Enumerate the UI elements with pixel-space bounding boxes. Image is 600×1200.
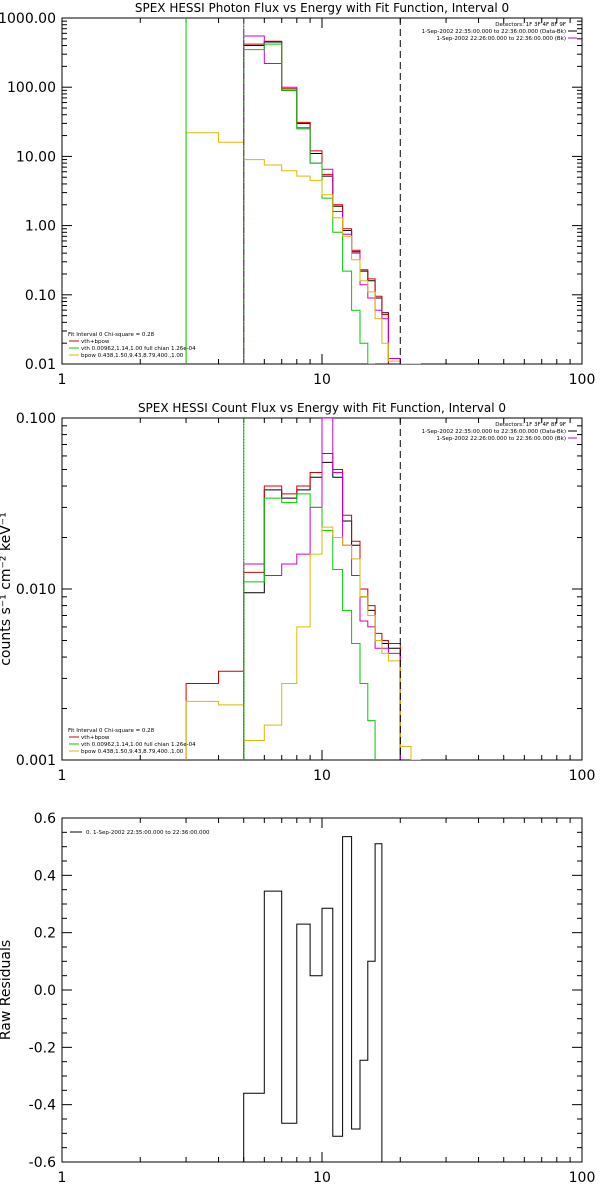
x-tick-label: 1 (58, 372, 67, 388)
x-tick-label: 100 (569, 768, 596, 784)
legend-entry: 1-Sep-2002 22:26:00.000 to 22:36:00.000 … (437, 436, 567, 442)
legend-entry: vth 0.00962,1.14,1.00 full chian 1.26e-0… (81, 346, 196, 352)
legend-entry: bpow 0.438,1.50,9.43,8.79,400.,1.00 (81, 749, 184, 755)
legend-entry: vth 0.00962,1.14,1.00 full chian 1.26e-0… (81, 742, 196, 748)
y-tick-label: 0.4 (34, 868, 56, 884)
count-flux-panel: SPEX HESSI Count Flux vs Energy with Fit… (0, 401, 595, 784)
legend-entry: Fit Interval 0 Chi-square = 0.28 (68, 728, 155, 734)
legend-entry: bpow 0.438,1.50,9.43,8.79,400.,1.00 (81, 353, 184, 359)
residuals-panel: 1 10 100 0.6 0.4 0.2 0.0 -0.2 -0.4 -0.6 Raw Residu… (0, 811, 595, 1186)
y-tick-label: 0.6 (34, 811, 56, 827)
y-tick-label: 1.00 (25, 219, 56, 235)
chart-title: SPEX HESSI Count Flux vs Energy with Fit… (138, 401, 506, 415)
y-tick-label: 0.0 (34, 983, 56, 999)
y-tick-label: -0.4 (29, 1098, 56, 1114)
series-bpow (185, 526, 421, 760)
y-tick-label: -0.6 (29, 1155, 56, 1171)
y-tick-label: 0.01 (25, 357, 56, 373)
series-total (243, 836, 389, 1162)
series-sum (185, 453, 412, 760)
x-tick-label: 10 (313, 1170, 331, 1186)
y-tick-label: 0.2 (34, 926, 56, 942)
series-sum (243, 40, 389, 364)
y-tick-label: 10.00 (16, 149, 56, 165)
y-axis-label: Raw Residuals (0, 940, 14, 1040)
series-vth (243, 493, 376, 760)
y-tick-label: 0.001 (16, 753, 56, 769)
x-tick-label: 100 (569, 1170, 596, 1186)
legend-entry: 1-Sep-2002 22:35:00.000 to 22:36:00.000 … (422, 429, 566, 435)
y-tick-label: 0.10 (25, 288, 56, 304)
x-tick-label: 10 (313, 768, 331, 784)
x-tick-label: 1 (58, 768, 67, 784)
x-tick-label: 1 (58, 1170, 67, 1186)
legend-entry: Fit Interval 0 Chi-square = 0.28 (68, 332, 155, 338)
chart-title: SPEX HESSI Photon Flux vs Energy with Fi… (135, 1, 509, 15)
legend-entry: 0. 1-Sep-2002 22:35:00.000 to 22:36:00.0… (86, 830, 210, 836)
series-bk (243, 35, 401, 364)
y-tick-label: 0.010 (16, 582, 56, 598)
legend-entry: 1-Sep-2002 22:35:00.000 to 22:36:00.000 … (422, 29, 566, 35)
plot-frame (61, 817, 583, 1163)
photon-flux-panel: SPEX HESSI Photon Flux vs Energy with Fi… (0, 1, 595, 388)
series-bpow (185, 132, 421, 364)
series-bk (243, 418, 401, 760)
x-tick-label: 100 (569, 372, 596, 388)
legend-entry: Detectors: 1F 3F 4F 8F 9F (495, 22, 566, 28)
y-tick-label: 0.100 (16, 411, 56, 427)
legend-entry: 1-Sep-2002 22:26:00.000 to 22:36:00.000 … (437, 36, 567, 42)
series-vth (243, 43, 376, 364)
y-tick-label: -0.2 (29, 1040, 56, 1056)
y-axis-label: counts s⁻¹ cm⁻² keV⁻¹ (0, 512, 14, 666)
y-tick-label: 1000.00 (0, 11, 56, 27)
series-total (243, 41, 389, 364)
x-tick-label: 10 (313, 372, 331, 388)
y-tick-label: 100.00 (7, 80, 56, 96)
legend-entry: vth+bpow (81, 339, 110, 345)
legend-entry: Detectors: 1F 3F 4F 8F 9F (495, 422, 566, 428)
legend-entry: vth+bpow (81, 735, 110, 741)
